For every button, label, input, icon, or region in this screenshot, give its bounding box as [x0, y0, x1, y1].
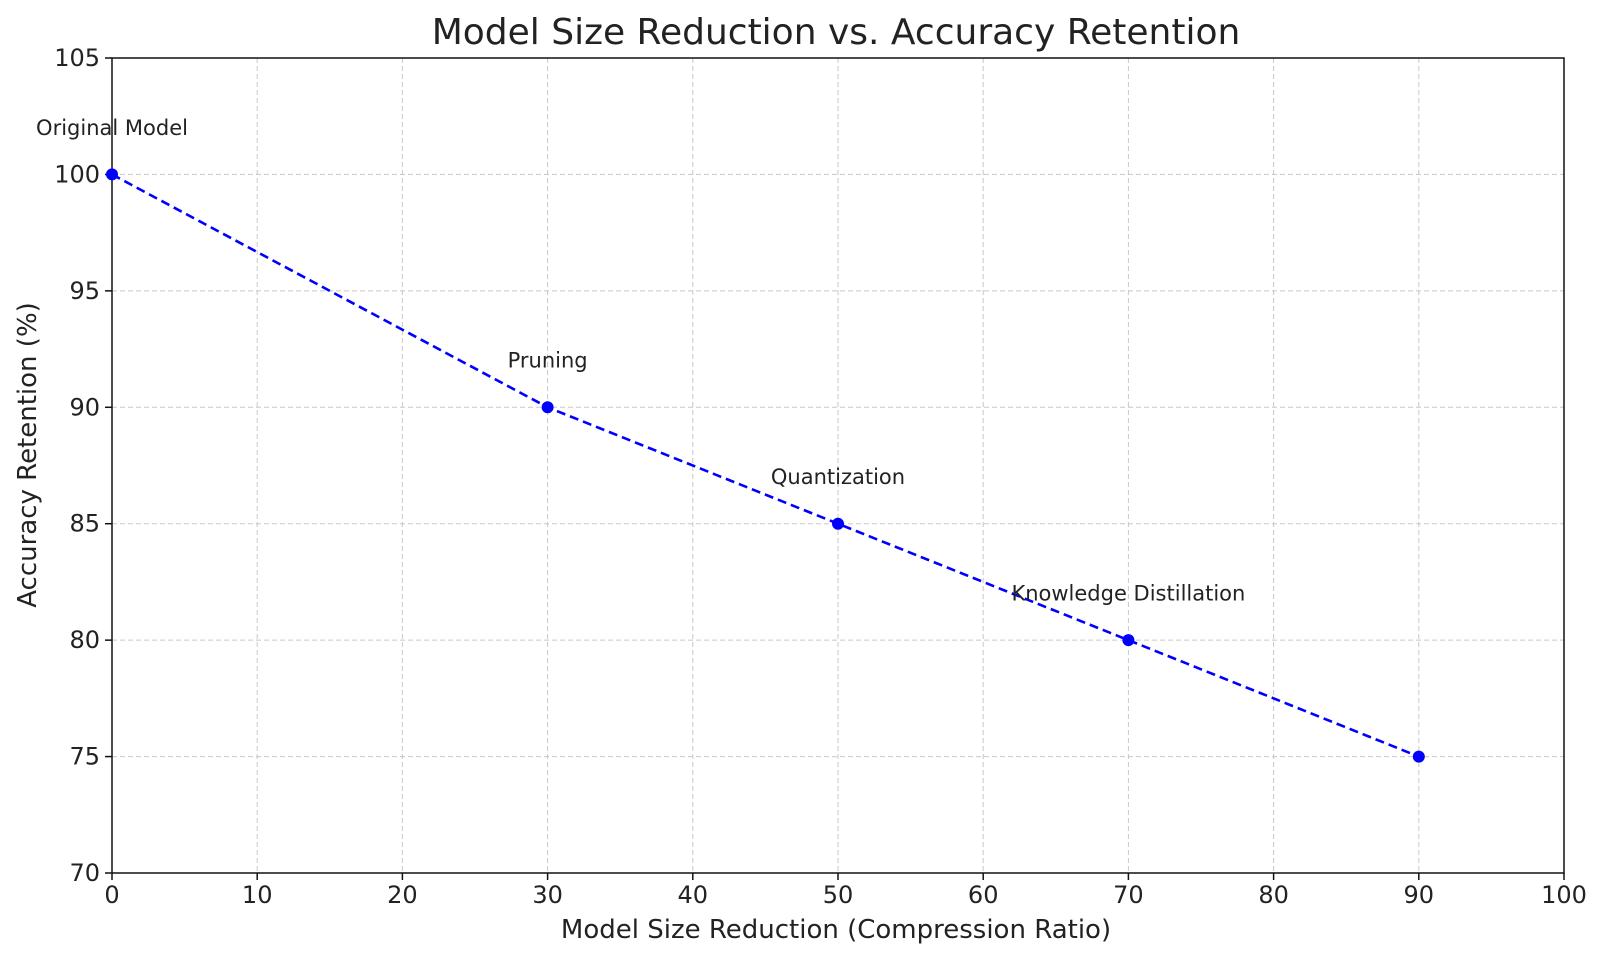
x-tick-label: 90	[1404, 881, 1435, 909]
x-tick-label: 0	[104, 881, 119, 909]
x-tick-label: 30	[532, 881, 563, 909]
y-tick-label: 70	[69, 859, 100, 887]
y-tick-label: 80	[69, 626, 100, 654]
data-point	[832, 517, 844, 530]
point-annotation: Pruning	[508, 349, 588, 373]
point-annotation: Quantization	[771, 465, 905, 489]
x-axis-label: Model Size Reduction (Compression Ratio)	[561, 915, 1111, 945]
x-tick-label: 70	[1113, 881, 1144, 909]
x-axis-ticks: 0 10 20 30 40 50 60 70 80 90 100	[104, 873, 1587, 909]
y-tick-label: 100	[54, 160, 100, 188]
y-axis-label: Accuracy Retention (%)	[13, 302, 43, 608]
point-annotation: Knowledge Distillation	[1011, 582, 1245, 606]
x-tick-label: 100	[1541, 881, 1587, 909]
series-layer	[106, 168, 1425, 763]
annotation-layer: Original Model Pruning Quantization Knowled…	[36, 116, 1245, 606]
x-tick-label: 10	[242, 881, 273, 909]
x-tick-label: 80	[1258, 881, 1289, 909]
y-tick-label: 90	[69, 393, 100, 421]
chart-title: Model Size Reduction vs. Accuracy Retent…	[432, 12, 1241, 53]
data-point	[541, 401, 554, 414]
y-axis-ticks: 70 75 80 85 90 95 100 105	[54, 44, 112, 887]
data-point	[1122, 634, 1135, 647]
x-tick-label: 40	[678, 881, 709, 909]
data-point	[106, 168, 118, 181]
y-tick-label: 85	[69, 510, 100, 538]
series-line	[111, 173, 1420, 758]
point-annotation: Original Model	[36, 116, 188, 140]
x-tick-label: 60	[968, 881, 999, 909]
y-tick-label: 105	[54, 44, 100, 72]
y-tick-label: 95	[69, 277, 100, 305]
data-point	[1412, 750, 1425, 763]
x-tick-label: 20	[387, 881, 418, 909]
y-tick-label: 75	[69, 743, 100, 771]
x-tick-label: 50	[823, 881, 854, 909]
